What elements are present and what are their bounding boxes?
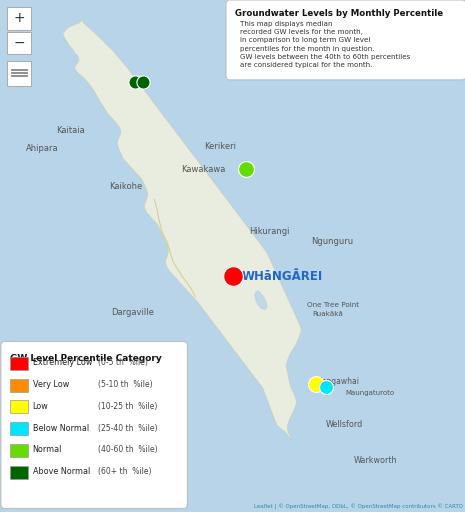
FancyBboxPatch shape: [7, 61, 31, 86]
Text: (40-60 th  %ile): (40-60 th %ile): [98, 445, 157, 455]
Text: (25-40 th  %ile): (25-40 th %ile): [98, 423, 157, 433]
Point: [322, 382, 329, 391]
Text: Very Low: Very Low: [33, 380, 69, 389]
Text: Above Normal: Above Normal: [33, 467, 90, 476]
Text: Ahipara: Ahipara: [26, 144, 58, 153]
FancyBboxPatch shape: [10, 378, 28, 392]
Polygon shape: [223, 119, 241, 133]
Text: Mangawhai: Mangawhai: [315, 377, 359, 386]
Point: [229, 272, 236, 281]
Text: (5-10 th  %ile): (5-10 th %ile): [98, 380, 152, 389]
Text: Kaitaia: Kaitaia: [56, 126, 85, 135]
Text: (10-25 th  %ile): (10-25 th %ile): [98, 402, 157, 411]
FancyBboxPatch shape: [10, 422, 28, 435]
FancyBboxPatch shape: [10, 357, 28, 370]
Text: Kaikohe: Kaikohe: [109, 182, 143, 191]
Text: Kerikeri: Kerikeri: [205, 142, 237, 152]
Text: Maungaturoto: Maungaturoto: [345, 390, 394, 396]
Point: [140, 78, 147, 86]
Text: Dargaville: Dargaville: [112, 308, 154, 317]
Text: Leaflet | © OpenStreetMap, ODbL, © OpenStreetMap contributors © CARTO: Leaflet | © OpenStreetMap, ODbL, © OpenS…: [254, 504, 463, 510]
Text: (60+ th  %ile): (60+ th %ile): [98, 467, 151, 476]
Text: Wellsford: Wellsford: [326, 420, 363, 430]
FancyBboxPatch shape: [10, 400, 28, 413]
Text: Low: Low: [33, 402, 48, 411]
Text: +: +: [13, 11, 25, 26]
Text: Ruakākā: Ruakākā: [312, 311, 343, 317]
Text: Hikurangi: Hikurangi: [249, 227, 289, 236]
Text: One Tree Point: One Tree Point: [307, 302, 359, 308]
Point: [131, 78, 139, 86]
FancyBboxPatch shape: [7, 32, 31, 54]
Point: [243, 165, 250, 173]
FancyBboxPatch shape: [1, 342, 187, 508]
FancyBboxPatch shape: [7, 7, 31, 30]
Point: [161, 377, 169, 386]
Text: (0-5 th  %ile): (0-5 th %ile): [98, 358, 147, 368]
FancyBboxPatch shape: [226, 0, 465, 80]
Point: [312, 380, 320, 388]
Text: Ngunguru: Ngunguru: [312, 237, 354, 246]
Text: −: −: [13, 36, 25, 50]
Text: Normal: Normal: [33, 445, 62, 455]
Text: GW Level Percentile Category: GW Level Percentile Category: [10, 354, 162, 363]
Polygon shape: [117, 233, 140, 264]
Polygon shape: [255, 291, 267, 309]
Polygon shape: [295, 381, 300, 390]
Text: Extremely Low: Extremely Low: [33, 358, 92, 368]
FancyBboxPatch shape: [10, 465, 28, 479]
Text: Warkworth: Warkworth: [353, 456, 397, 465]
FancyBboxPatch shape: [10, 444, 28, 457]
Polygon shape: [63, 20, 301, 441]
Text: This map displays median
recorded GW levels for the month,
in comparison to long: This map displays median recorded GW lev…: [240, 21, 410, 68]
Text: Groundwater Levels by Monthly Percentile: Groundwater Levels by Monthly Percentile: [235, 9, 444, 18]
Text: Kawakawa: Kawakawa: [181, 165, 226, 175]
Text: WHāNGĀREI: WHāNGĀREI: [242, 270, 323, 283]
Text: Below Normal: Below Normal: [33, 423, 89, 433]
